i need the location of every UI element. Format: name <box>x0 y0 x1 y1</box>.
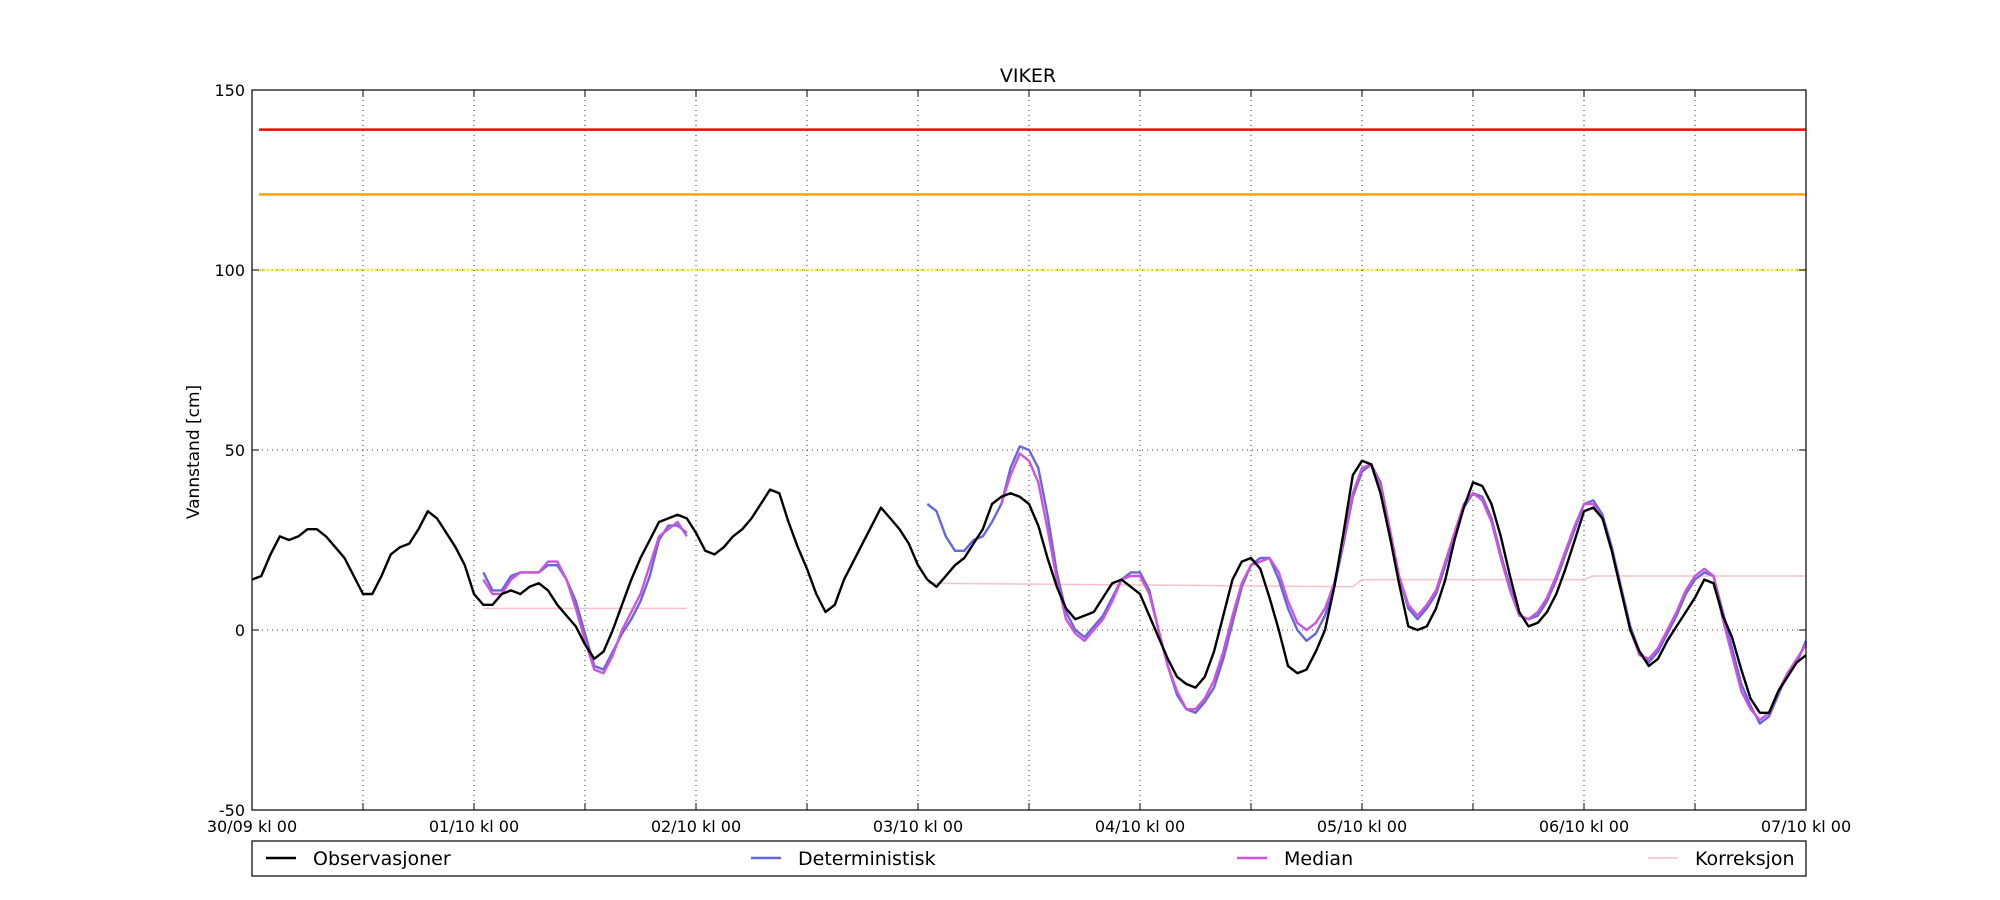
x-tick-label: 30/09 kl 00 <box>207 817 297 836</box>
x-tick-label: 04/10 kl 00 <box>1095 817 1185 836</box>
x-tick-label: 06/10 kl 00 <box>1539 817 1629 836</box>
series-line-median <box>482 520 688 675</box>
series-lines <box>251 445 1808 725</box>
x-tick-label: 03/10 kl 00 <box>873 817 963 836</box>
y-tick-label: 0 <box>235 621 245 640</box>
y-tick-label: -50 <box>219 801 245 820</box>
legend-label: Deterministisk <box>798 848 936 870</box>
y-tick-label: 100 <box>214 261 245 280</box>
legend-frame <box>251 840 1807 877</box>
x-tick-label: 01/10 kl 00 <box>429 817 519 836</box>
series-line-median <box>1000 452 1808 722</box>
y-axis-label: Vannstand [cm] <box>184 385 204 519</box>
threshold-lines <box>259 128 1806 272</box>
legend-label: Korreksjon <box>1695 848 1795 870</box>
x-tick-label: 07/10 kl 00 <box>1761 817 1851 836</box>
series-line-observasjoner <box>251 459 1807 714</box>
axis-ticks: -50 0 50 100 150 30/09 kl 00 01/10 kl 00 02/10 … <box>207 81 1851 836</box>
legend: Observasjoner Deterministisk Median Korreks… <box>251 840 1807 877</box>
x-tick-label: 02/10 kl 00 <box>651 817 741 836</box>
legend-label: Observasjoner <box>313 848 451 870</box>
legend-label: Median <box>1284 848 1353 870</box>
series-line-deterministisk <box>926 445 1808 725</box>
chart-title: VIKER <box>1000 65 1056 87</box>
y-tick-label: 50 <box>225 441 245 460</box>
y-tick-label: 150 <box>214 81 245 100</box>
x-tick-label: 05/10 kl 00 <box>1317 817 1407 836</box>
